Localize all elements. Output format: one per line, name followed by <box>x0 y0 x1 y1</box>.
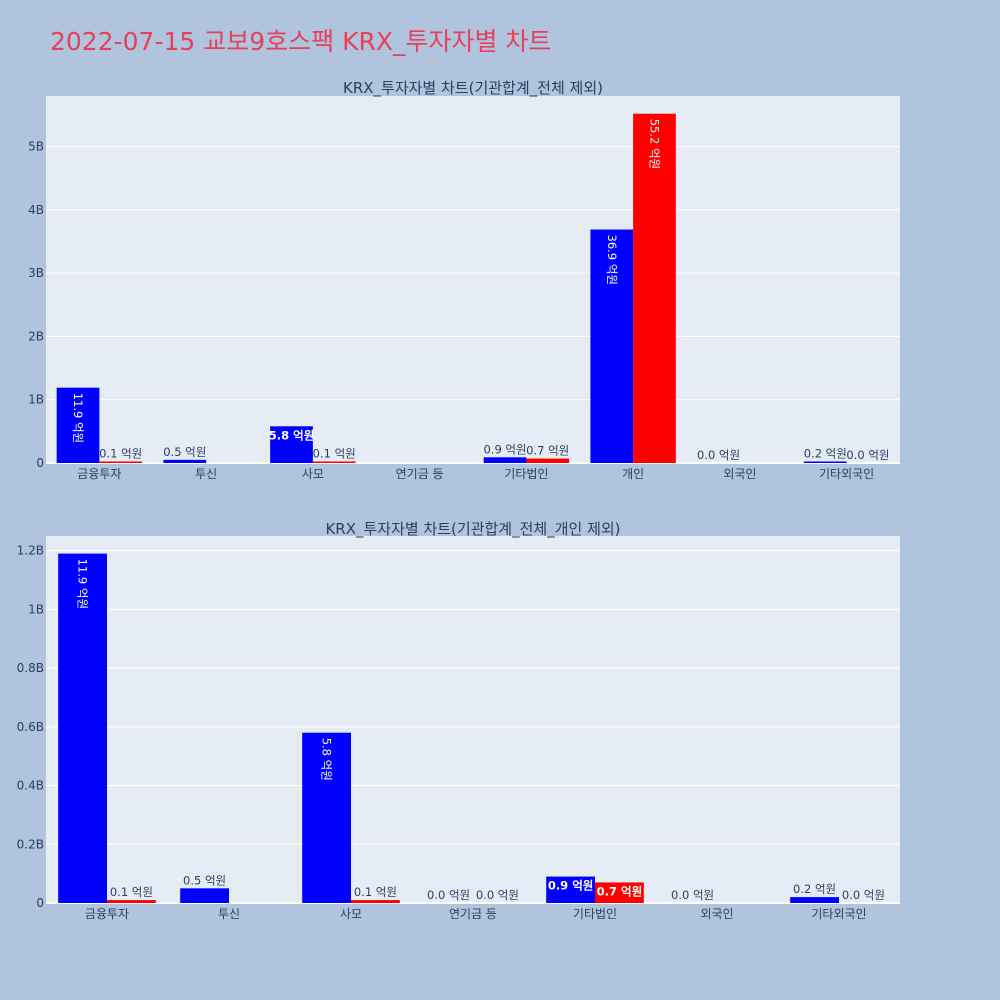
y-tick-label: 0 <box>36 456 44 470</box>
x-tick-label: 외국인 <box>723 467 756 481</box>
x-tick-label: 기타외국인 <box>819 467 874 481</box>
x-tick-label: 투신 <box>195 467 217 481</box>
bar <box>595 882 644 903</box>
bar <box>99 461 143 463</box>
x-tick-label: 금융투자 <box>85 907 129 921</box>
bar <box>483 457 527 463</box>
bar <box>351 900 400 903</box>
chart-title: KRX_투자자별 차트(기관합계_전체_개인 제외) <box>325 520 620 539</box>
y-tick-label: 0.4B <box>17 779 44 793</box>
page-title: 2022-07-15 교보9호스팩 KRX_투자자별 차트 <box>50 27 552 56</box>
y-tick-label: 1B <box>28 602 44 616</box>
y-tick-label: 3B <box>28 266 44 280</box>
y-tick-label: 2B <box>28 329 44 343</box>
x-tick-label: 기타외국인 <box>811 907 866 921</box>
data-label: 0.0 억원 <box>846 448 889 462</box>
bar <box>107 900 156 903</box>
bar <box>302 732 351 903</box>
data-label: 11.9 억원 <box>71 393 85 443</box>
y-tick-label: 0.2B <box>17 837 44 851</box>
y-tick-label: 1B <box>28 393 44 407</box>
data-label: 0.1 억원 <box>110 885 153 899</box>
data-label: 0.2 억원 <box>804 447 847 461</box>
data-label: 0.5 억원 <box>183 873 226 887</box>
bar <box>526 458 570 463</box>
x-tick-label: 기타법인 <box>504 467 548 481</box>
x-tick-label: 기타법인 <box>573 907 617 921</box>
data-label: 0.2 억원 <box>793 882 836 896</box>
x-tick-label: 연기금 등 <box>449 907 497 921</box>
y-tick-label: 0.6B <box>17 720 44 734</box>
y-tick-label: 4B <box>28 203 44 217</box>
chart-2: KRX_투자자별 차트(기관합계_전체_개인 제외) 0 0.2B 0.4B 0.6B 0… <box>17 520 900 921</box>
bar <box>180 888 229 903</box>
plot-area <box>46 96 900 463</box>
x-tick-label: 사모 <box>340 907 362 921</box>
x-tick-label: 금융투자 <box>77 467 121 481</box>
bar <box>58 553 107 903</box>
chart-1: KRX_투자자별 차트(기관합계_전체 제외) 0 1B 2B 3B 4B 5B 금융투자 투신… <box>28 79 900 481</box>
data-label: 0.5 억원 <box>163 445 206 459</box>
data-label: 0.1 억원 <box>354 885 397 899</box>
bar <box>56 387 100 463</box>
data-label: 0.7 억원 <box>526 444 569 458</box>
bar <box>633 113 676 464</box>
bar <box>270 426 313 463</box>
data-label: 5.8 억원 <box>320 738 334 781</box>
x-tick-label: 개인 <box>622 467 644 481</box>
data-label: 0.0 억원 <box>697 448 740 462</box>
bar <box>546 876 595 903</box>
data-label: 0.7 억원 <box>597 884 643 898</box>
plot-area <box>46 536 900 903</box>
data-label: 36.9 억원 <box>605 235 619 285</box>
data-label: 0.0 억원 <box>427 888 470 902</box>
data-label: 0.0 억원 <box>842 888 885 902</box>
data-label: 0.0 억원 <box>671 888 714 902</box>
data-label: 5.8 억원 <box>269 428 315 442</box>
data-label: 0.0 억원 <box>476 888 519 902</box>
y-tick-label: 0 <box>36 896 44 910</box>
data-label: 55.2 억원 <box>647 119 661 169</box>
chart-title: KRX_투자자별 차트(기관합계_전체 제외) <box>343 79 603 98</box>
x-tick-label: 사모 <box>302 467 324 481</box>
x-tick-label: 투신 <box>218 907 240 921</box>
y-tick-label: 1.2B <box>17 544 44 558</box>
y-tick-label: 0.8B <box>17 661 44 675</box>
bar <box>163 459 207 463</box>
bar <box>590 229 634 463</box>
data-label: 0.9 억원 <box>548 879 594 893</box>
x-tick-label: 외국인 <box>700 907 733 921</box>
data-label: 11.9 억원 <box>76 559 90 609</box>
bar <box>312 461 356 463</box>
bar <box>803 461 847 463</box>
data-label: 0.1 억원 <box>99 447 142 461</box>
y-tick-label: 5B <box>28 140 44 154</box>
data-label: 0.1 억원 <box>313 447 356 461</box>
x-tick-label: 연기금 등 <box>396 467 444 481</box>
data-label: 0.9 억원 <box>483 442 526 456</box>
bar <box>790 897 839 903</box>
